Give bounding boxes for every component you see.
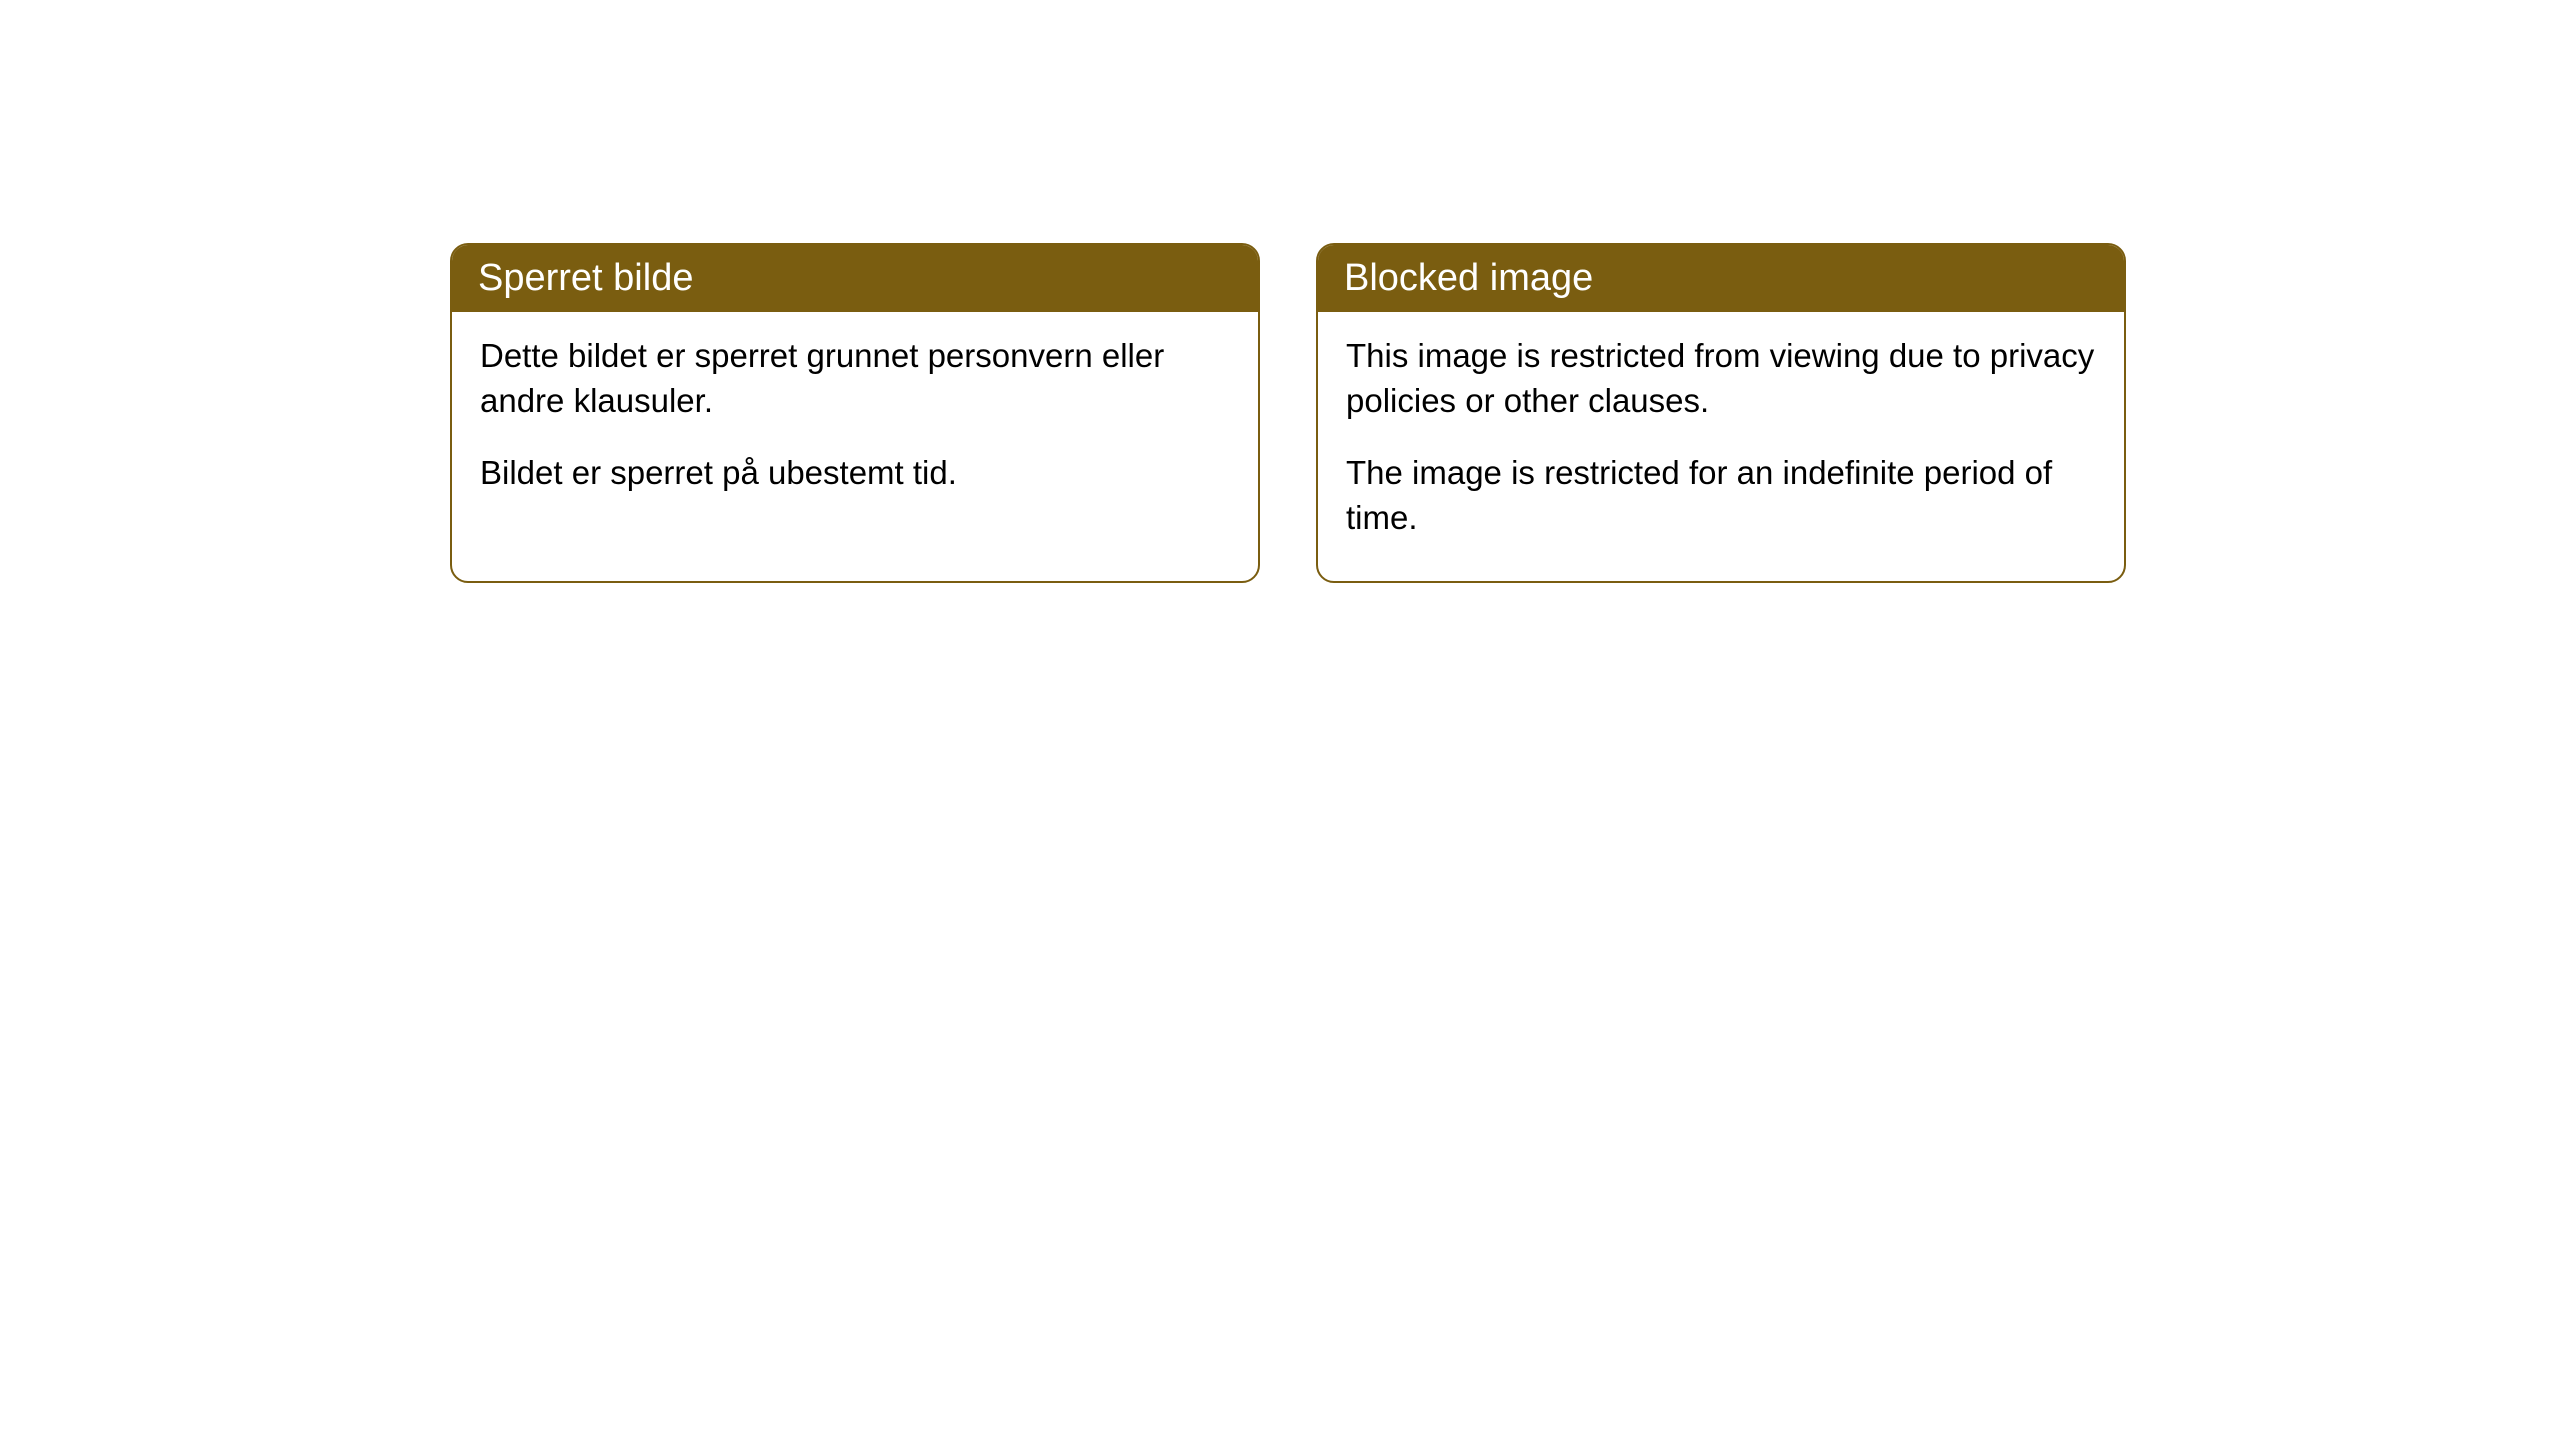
notice-cards-container: Sperret bilde Dette bildet er sperret gr… bbox=[450, 243, 2126, 583]
card-paragraph: Dette bildet er sperret grunnet personve… bbox=[480, 334, 1230, 423]
card-paragraph: This image is restricted from viewing du… bbox=[1346, 334, 2096, 423]
notice-card-english: Blocked image This image is restricted f… bbox=[1316, 243, 2126, 583]
card-header-english: Blocked image bbox=[1318, 245, 2124, 312]
card-paragraph: Bildet er sperret på ubestemt tid. bbox=[480, 451, 1230, 496]
card-header-norwegian: Sperret bilde bbox=[452, 245, 1258, 312]
card-body-english: This image is restricted from viewing du… bbox=[1318, 312, 2124, 568]
card-paragraph: The image is restricted for an indefinit… bbox=[1346, 451, 2096, 540]
notice-card-norwegian: Sperret bilde Dette bildet er sperret gr… bbox=[450, 243, 1260, 583]
card-body-norwegian: Dette bildet er sperret grunnet personve… bbox=[452, 312, 1258, 536]
